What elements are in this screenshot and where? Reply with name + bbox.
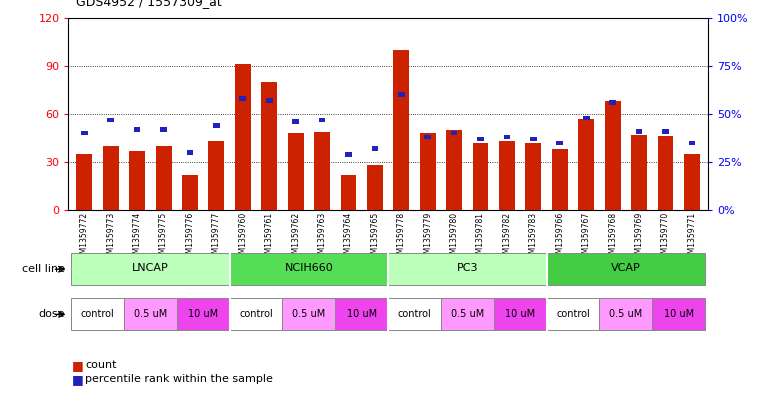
Text: percentile rank within the sample: percentile rank within the sample	[85, 374, 273, 384]
Bar	[81, 131, 88, 136]
Bar	[230, 299, 282, 330]
Bar	[398, 92, 405, 97]
Text: 0.5 uM: 0.5 uM	[292, 309, 326, 319]
Bar	[610, 100, 616, 105]
Bar	[494, 299, 546, 330]
Bar	[473, 143, 489, 210]
Bar	[425, 135, 431, 140]
Bar	[504, 135, 511, 140]
Bar	[345, 152, 352, 157]
Bar	[177, 299, 230, 330]
Text: 10 uM: 10 uM	[664, 309, 694, 319]
Text: control: control	[398, 309, 431, 319]
Bar	[525, 143, 541, 210]
Text: cell line: cell line	[21, 264, 65, 274]
Text: 0.5 uM: 0.5 uM	[451, 309, 484, 319]
Text: 0.5 uM: 0.5 uM	[134, 309, 167, 319]
Text: 10 uM: 10 uM	[505, 309, 535, 319]
Bar	[446, 130, 462, 210]
Bar	[631, 135, 647, 210]
Bar	[441, 299, 494, 330]
Text: control: control	[81, 309, 114, 319]
Text: dose: dose	[38, 309, 65, 320]
Bar	[546, 299, 600, 330]
Bar	[499, 141, 515, 210]
Bar	[652, 299, 705, 330]
Bar	[552, 149, 568, 210]
Text: control: control	[556, 309, 590, 319]
Bar	[600, 299, 652, 330]
Bar	[235, 64, 251, 210]
Text: 0.5 uM: 0.5 uM	[610, 309, 642, 319]
Bar	[319, 118, 326, 122]
Text: PC3: PC3	[457, 263, 478, 274]
Bar	[388, 253, 546, 285]
Bar	[388, 299, 441, 330]
Bar	[689, 141, 696, 145]
Bar	[336, 299, 388, 330]
Text: ■: ■	[72, 373, 84, 386]
Text: VCAP: VCAP	[611, 263, 641, 274]
Bar	[240, 96, 246, 101]
Text: 10 uM: 10 uM	[188, 309, 218, 319]
Bar	[186, 150, 193, 155]
Bar	[292, 119, 299, 124]
Text: control: control	[239, 309, 273, 319]
Bar	[556, 141, 563, 145]
Bar	[605, 101, 620, 210]
Bar	[261, 82, 277, 210]
Bar	[451, 131, 457, 136]
Text: LNCAP: LNCAP	[132, 263, 169, 274]
Bar	[156, 146, 171, 210]
Bar	[684, 154, 700, 210]
Bar	[71, 299, 124, 330]
Bar	[282, 299, 336, 330]
Bar	[124, 299, 177, 330]
Bar	[182, 175, 198, 210]
Bar	[107, 118, 114, 122]
Bar	[477, 137, 484, 141]
Bar	[314, 132, 330, 210]
Text: GDS4952 / 1557309_at: GDS4952 / 1557309_at	[76, 0, 222, 8]
Bar	[134, 127, 141, 132]
Bar	[71, 253, 230, 285]
Bar	[371, 146, 378, 151]
Bar	[420, 133, 435, 210]
Text: ■: ■	[72, 359, 84, 372]
Bar	[103, 146, 119, 210]
Bar	[530, 137, 537, 141]
Bar	[367, 165, 383, 210]
Bar	[662, 129, 669, 134]
Text: NCIH660: NCIH660	[285, 263, 333, 274]
Bar	[546, 253, 705, 285]
Bar	[129, 151, 145, 210]
Text: 10 uM: 10 uM	[346, 309, 377, 319]
Bar	[393, 50, 409, 210]
Bar	[230, 253, 388, 285]
Bar	[578, 119, 594, 210]
Bar	[76, 154, 92, 210]
Bar	[341, 175, 356, 210]
Bar	[658, 136, 673, 210]
Bar	[213, 123, 220, 128]
Bar	[266, 98, 272, 103]
Bar	[288, 133, 304, 210]
Bar	[635, 129, 642, 134]
Bar	[583, 116, 590, 120]
Text: count: count	[85, 360, 116, 371]
Bar	[209, 141, 224, 210]
Bar	[161, 127, 167, 132]
